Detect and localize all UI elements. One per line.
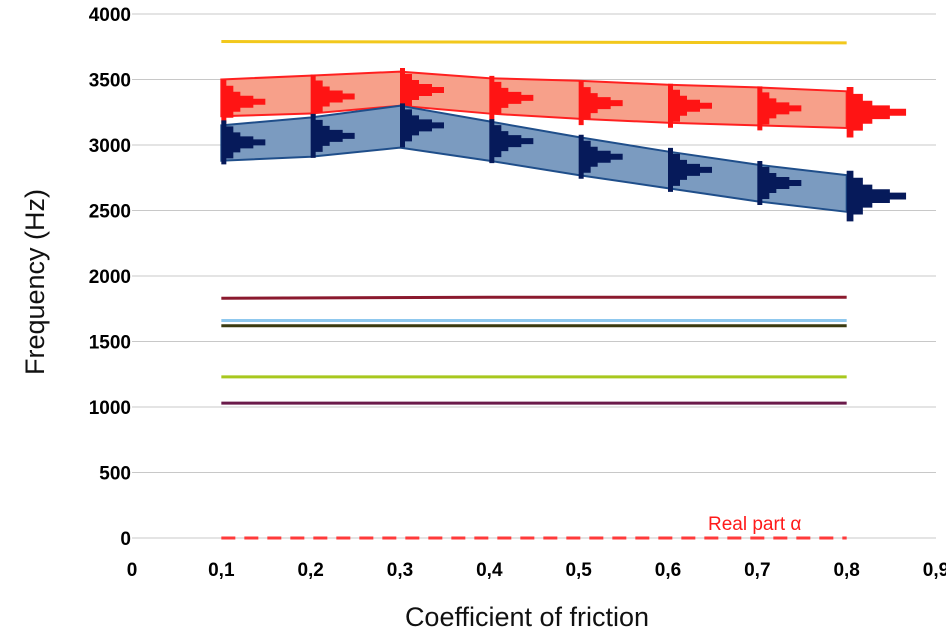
x-tick-labels: 0 0,1 0,2 0,3 0,4 0,5 0,6 0,7 0,8 0,9 [127, 560, 946, 581]
band-1-marker-1 [221, 79, 266, 124]
band-1-marker-3 [400, 67, 444, 112]
x-tick-0,1: 0,1 [208, 560, 235, 581]
x-tick-0,8: 0,8 [833, 560, 859, 581]
y-tick-4000: 4000 [89, 5, 131, 26]
y-tick-1500: 1500 [89, 333, 131, 354]
x-tick-0,7: 0,7 [744, 560, 770, 581]
x-tick-0,6: 0,6 [655, 560, 681, 581]
band-1-marker-6 [668, 83, 712, 128]
y-tick-2000: 2000 [89, 267, 131, 288]
series-line-1 [221, 40, 847, 45]
band-2-marker-6 [668, 147, 712, 192]
x-tick-0,3: 0,3 [387, 560, 413, 581]
band-1-marker-4 [489, 75, 534, 120]
x-tick-0,4: 0,4 [476, 560, 503, 581]
band-2-marker-7 [757, 160, 802, 205]
band-2-marker-5 [578, 134, 623, 179]
band-2-marker-1 [221, 120, 266, 165]
band-1-marker-8 [846, 86, 907, 138]
band-2-marker-8 [846, 170, 907, 222]
series-lines [221, 40, 847, 540]
y-tick-labels: 0 500 1000 1500 2000 2500 3000 3500 4000 [89, 5, 131, 550]
y-tick-3500: 3500 [89, 71, 131, 92]
y-tick-2500: 2500 [89, 202, 131, 223]
x-tick-0,5: 0,5 [565, 560, 592, 581]
band-1-marker-7 [757, 86, 802, 131]
y-tick-1000: 1000 [89, 398, 131, 419]
y-tick-3000: 3000 [89, 136, 131, 157]
band-2-marker-2 [310, 113, 355, 158]
x-tick-0,2: 0,2 [297, 560, 323, 581]
frequency-bands [220, 67, 907, 222]
x-axis-label: Coefficient of friction [405, 602, 649, 632]
series-line-2 [221, 295, 847, 300]
x-tick-0: 0 [127, 560, 138, 581]
annotation-real-part: Real part α [708, 514, 801, 535]
band-2-marker-4 [489, 119, 534, 164]
x-tick-0,9: 0,9 [923, 560, 946, 581]
y-tick-0: 0 [120, 529, 131, 550]
y-axis-label: Frequency (Hz) [20, 189, 50, 375]
band-2-marker-3 [400, 103, 444, 148]
y-tick-500: 500 [99, 464, 131, 485]
band-1-marker-5 [578, 81, 623, 126]
band-1-marker-2 [310, 74, 355, 119]
